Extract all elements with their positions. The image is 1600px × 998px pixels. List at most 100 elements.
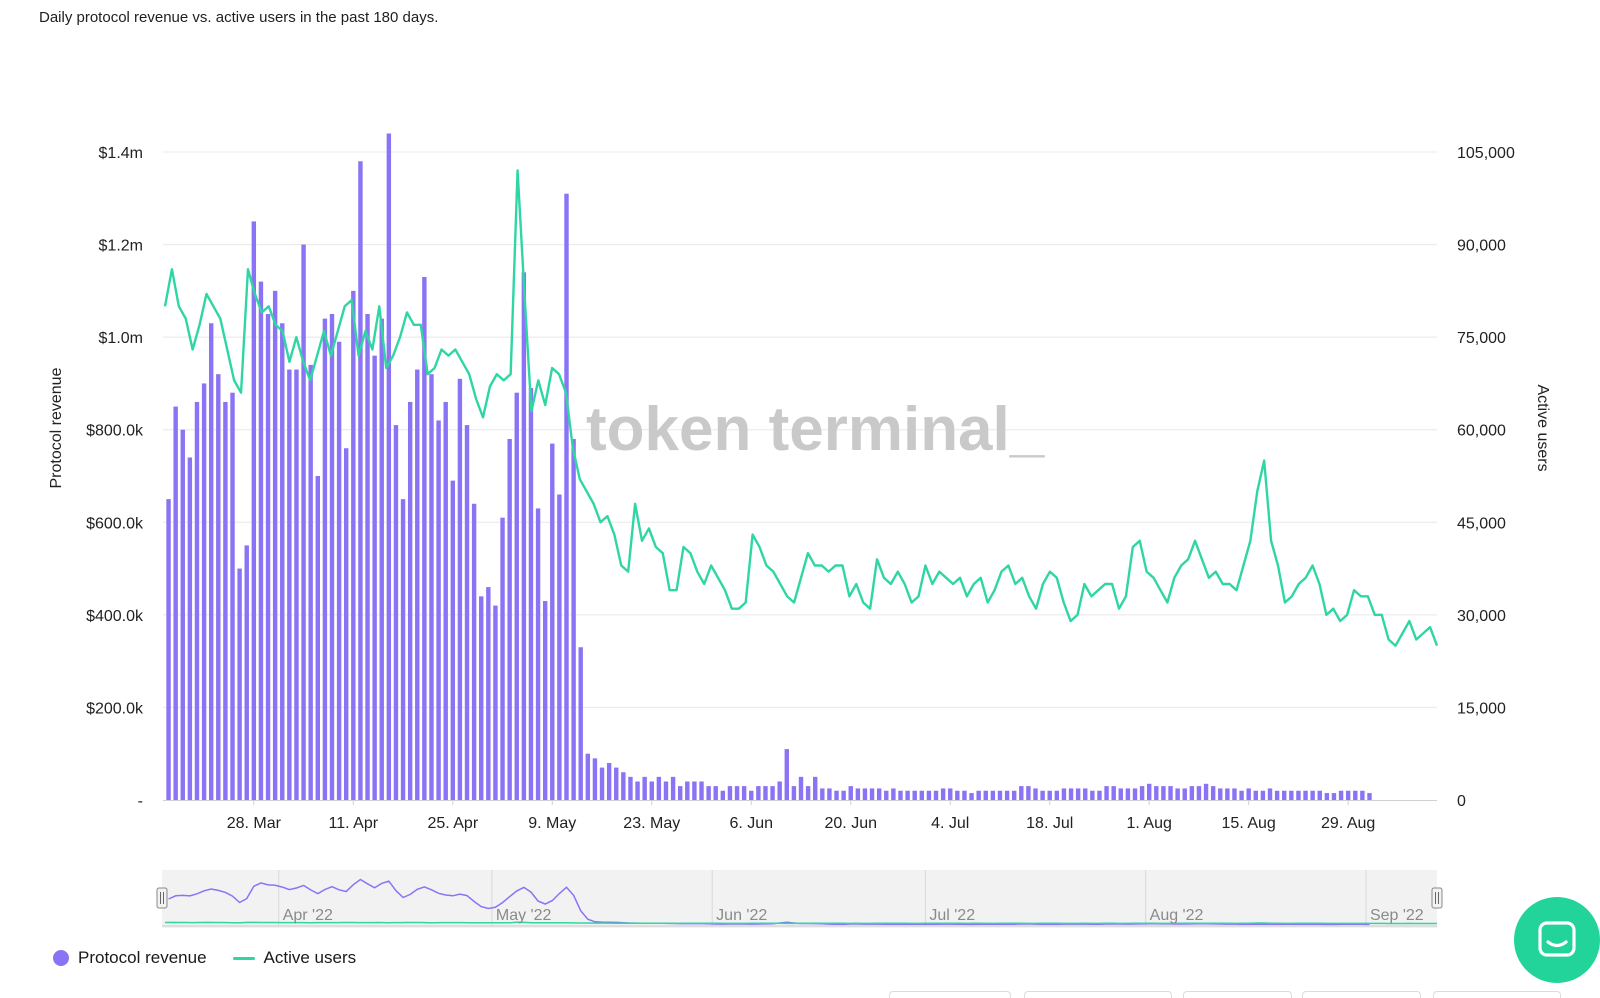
revenue-bar[interactable] [983, 790, 988, 800]
revenue-bar[interactable] [1218, 788, 1223, 800]
revenue-bar[interactable] [358, 161, 363, 800]
revenue-bar[interactable] [876, 788, 882, 800]
revenue-bar[interactable] [749, 790, 754, 800]
revenue-bar[interactable] [1303, 790, 1308, 800]
revenue-bar[interactable] [400, 499, 406, 800]
revenue-bar[interactable] [351, 290, 356, 800]
revenue-bar[interactable] [315, 476, 320, 800]
navigator-left-handle[interactable] [156, 887, 168, 909]
revenue-bar[interactable] [685, 781, 690, 800]
revenue-bar[interactable] [1083, 788, 1088, 800]
revenue-bar[interactable] [386, 133, 392, 801]
revenue-bar[interactable] [1338, 790, 1344, 800]
revenue-bar[interactable] [692, 781, 697, 800]
revenue-bar[interactable] [557, 494, 562, 800]
revenue-bar[interactable] [862, 788, 868, 800]
revenue-bar[interactable] [649, 781, 654, 800]
revenue-bar[interactable] [237, 568, 242, 800]
revenue-bar[interactable] [1139, 786, 1145, 800]
revenue-bar[interactable] [571, 438, 576, 800]
revenue-bar[interactable] [223, 401, 228, 800]
revenue-bar[interactable] [1090, 790, 1095, 800]
revenue-bar[interactable] [301, 244, 306, 800]
revenue-bar[interactable] [656, 776, 662, 800]
revenue-bar[interactable] [372, 355, 377, 800]
revenue-bar[interactable] [805, 786, 811, 800]
revenue-bar[interactable] [322, 318, 328, 800]
revenue-bar[interactable] [1033, 788, 1038, 800]
revenue-bar[interactable] [344, 448, 349, 800]
revenue-bar[interactable] [1310, 790, 1315, 800]
chat-button[interactable] [1514, 897, 1600, 983]
revenue-bar[interactable] [1353, 790, 1358, 800]
revenue-bar[interactable] [1246, 788, 1251, 800]
revenue-bar[interactable] [422, 276, 427, 801]
revenue-bar[interactable] [393, 425, 399, 800]
revenue-bar[interactable] [1019, 786, 1024, 800]
revenue-bar[interactable] [336, 341, 342, 800]
revenue-bar[interactable] [933, 790, 939, 800]
revenue-bar[interactable] [443, 401, 448, 800]
revenue-bar[interactable] [1175, 788, 1180, 800]
revenue-bar[interactable] [415, 369, 420, 800]
revenue-bar[interactable] [1125, 788, 1131, 800]
revenue-bar[interactable] [528, 388, 534, 800]
revenue-bar[interactable] [898, 790, 903, 800]
revenue-bar[interactable] [763, 786, 768, 800]
active-users-series[interactable] [163, 169, 1439, 647]
revenue-bar[interactable] [1345, 790, 1351, 800]
bottom-tab[interactable] [889, 991, 1011, 998]
revenue-bar[interactable] [599, 767, 605, 800]
revenue-bar[interactable] [919, 790, 925, 800]
revenue-bar[interactable] [834, 790, 839, 800]
revenue-bar[interactable] [706, 786, 711, 800]
revenue-bar[interactable] [329, 314, 335, 800]
revenue-bar[interactable] [592, 758, 598, 800]
active-users-line[interactable] [163, 169, 1439, 647]
revenue-bar[interactable] [514, 392, 519, 800]
revenue-bar[interactable] [1147, 783, 1152, 800]
revenue-bar[interactable] [848, 786, 853, 800]
revenue-bar[interactable] [1132, 788, 1138, 800]
revenue-bar[interactable] [521, 272, 527, 801]
revenue-bar[interactable] [1097, 790, 1102, 800]
revenue-bar[interactable] [194, 401, 200, 800]
revenue-bar[interactable] [926, 790, 932, 800]
revenue-bar[interactable] [1331, 793, 1337, 800]
revenue-bar[interactable] [1274, 790, 1280, 800]
revenue-bar[interactable] [1267, 788, 1273, 800]
revenue-bar[interactable] [294, 369, 299, 800]
bottom-tab[interactable] [1024, 991, 1172, 998]
revenue-bar[interactable] [891, 788, 896, 800]
revenue-bar[interactable] [756, 786, 761, 800]
revenue-bar[interactable] [791, 786, 797, 800]
revenue-bar[interactable] [855, 788, 861, 800]
revenue-bar[interactable] [1168, 786, 1173, 800]
revenue-bar[interactable] [280, 323, 285, 800]
revenue-bar[interactable] [493, 605, 498, 800]
revenue-bar[interactable] [606, 762, 612, 800]
revenue-bar[interactable] [173, 406, 178, 800]
revenue-bar[interactable] [1054, 790, 1060, 800]
revenue-bar[interactable] [265, 314, 271, 800]
revenue-bar[interactable] [450, 480, 456, 800]
revenue-bar[interactable] [1026, 786, 1031, 800]
revenue-bar[interactable] [1011, 790, 1017, 800]
revenue-bar[interactable] [507, 438, 512, 800]
revenue-bar[interactable] [208, 323, 214, 800]
revenue-bar[interactable] [1253, 790, 1258, 800]
revenue-bar[interactable] [471, 503, 477, 800]
revenue-bar[interactable] [542, 600, 548, 800]
revenue-bar[interactable] [479, 596, 484, 800]
revenue-bar[interactable] [272, 290, 278, 800]
revenue-bar[interactable] [614, 767, 619, 800]
revenue-bar[interactable] [699, 781, 704, 800]
revenue-bar[interactable] [379, 318, 384, 800]
revenue-bar[interactable] [976, 790, 981, 800]
revenue-bar[interactable] [187, 457, 193, 800]
revenue-bar[interactable] [216, 374, 221, 800]
legend-item-revenue[interactable]: Protocol revenue [53, 948, 207, 968]
revenue-bar[interactable] [201, 383, 207, 800]
revenue-bar[interactable] [969, 793, 974, 800]
revenue-bar[interactable] [308, 364, 313, 800]
